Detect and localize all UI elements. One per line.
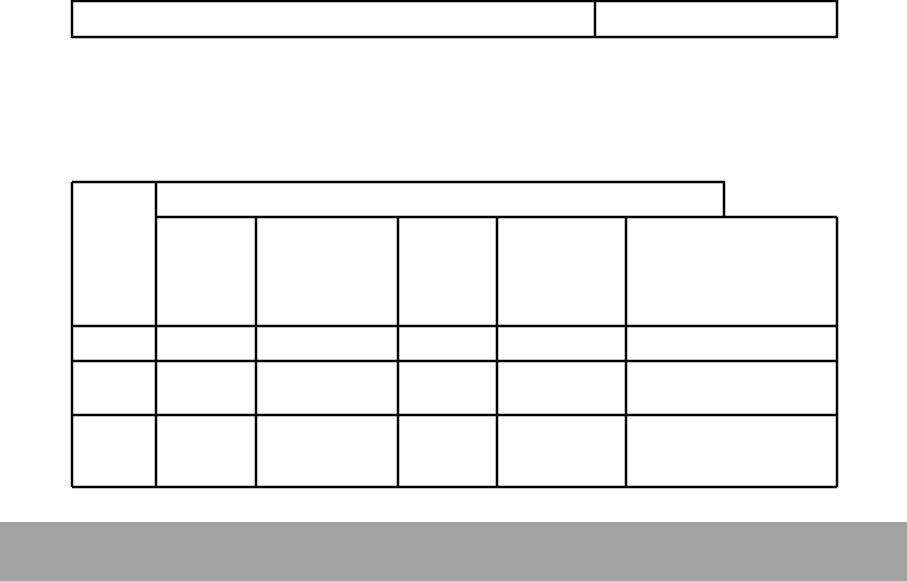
main-table — [70, 180, 839, 489]
group-header-top-border — [72, 180, 726, 217]
top-table — [70, 0, 839, 39]
top-table-border — [70, 0, 839, 39]
footer-bar — [0, 522, 907, 581]
